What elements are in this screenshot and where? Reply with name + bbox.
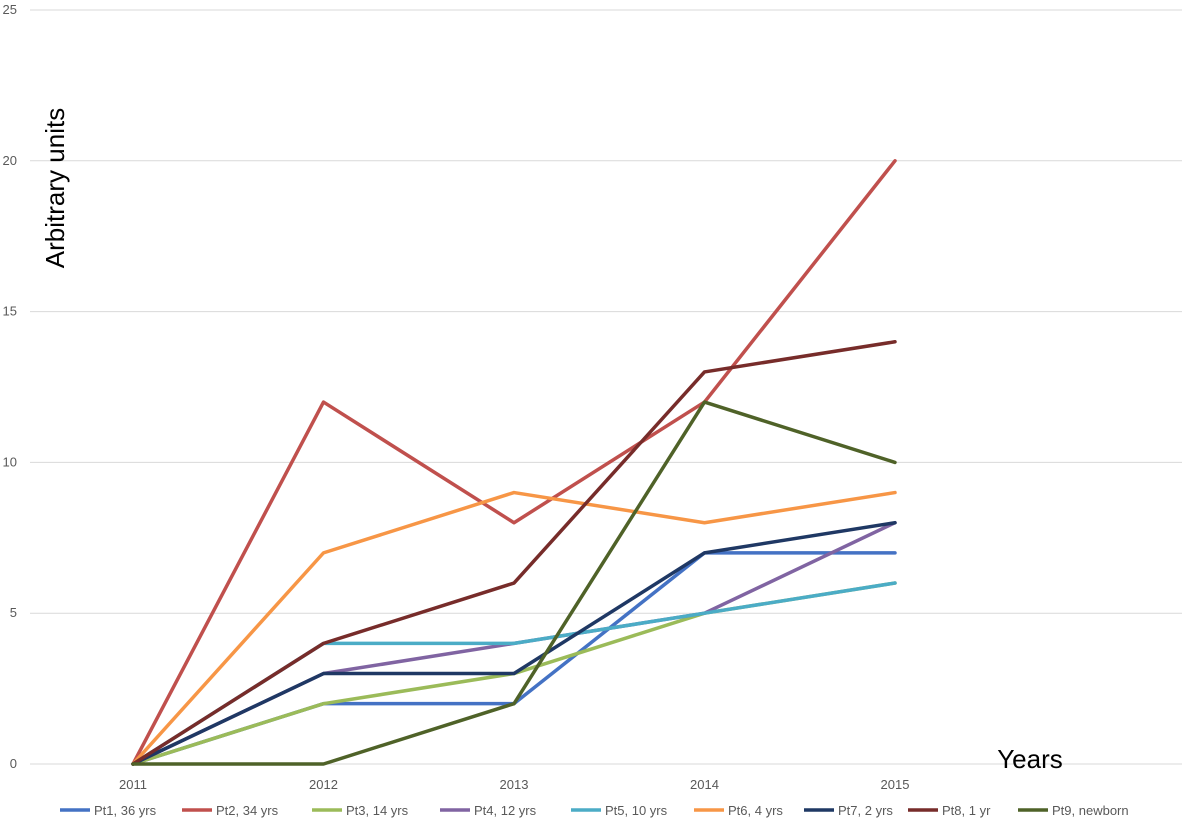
x-tick-label: 2012 [309,777,338,792]
series-lines [131,159,897,766]
x-tick-label: 2015 [881,777,910,792]
x-axis-label: Years [997,744,1063,774]
series-line-pt2 [131,159,897,766]
legend-label: Pt9, newborn [1052,803,1129,818]
legend-label: Pt7, 2 yrs [838,803,893,818]
y-tick-label: 0 [10,756,17,771]
series-line-pt7 [131,520,897,766]
series-line-pt6 [131,490,897,766]
y-tick-label: 5 [10,605,17,620]
y-tick-label: 10 [3,454,17,469]
y-tick-label: 20 [3,153,17,168]
x-axis-ticks: 2011 2012 2013 2014 2015 [119,777,909,792]
legend-label: Pt4, 12 yrs [474,803,537,818]
series-line-pt8 [131,340,897,766]
legend-label: Pt5, 10 yrs [605,803,668,818]
series-line-pt9 [131,400,897,766]
legend-label: Pt8, 1 yr [942,803,991,818]
y-axis-ticks: 0 5 10 15 20 25 [3,2,17,771]
x-tick-label: 2013 [500,777,529,792]
x-tick-label: 2014 [690,777,719,792]
legend-label: Pt6, 4 yrs [728,803,783,818]
legend: Pt1, 36 yrs Pt2, 34 yrs Pt3, 14 yrs Pt4, 12… [60,803,1129,818]
y-tick-label: 25 [3,2,17,17]
legend-label: Pt1, 36 yrs [94,803,157,818]
x-tick-label: 2011 [119,777,147,792]
legend-label: Pt2, 34 yrs [216,803,279,818]
y-tick-label: 15 [3,304,17,319]
gridlines [30,9,1182,765]
legend-label: Pt3, 14 yrs [346,803,409,818]
y-axis-label: Arbitrary units [40,108,70,268]
